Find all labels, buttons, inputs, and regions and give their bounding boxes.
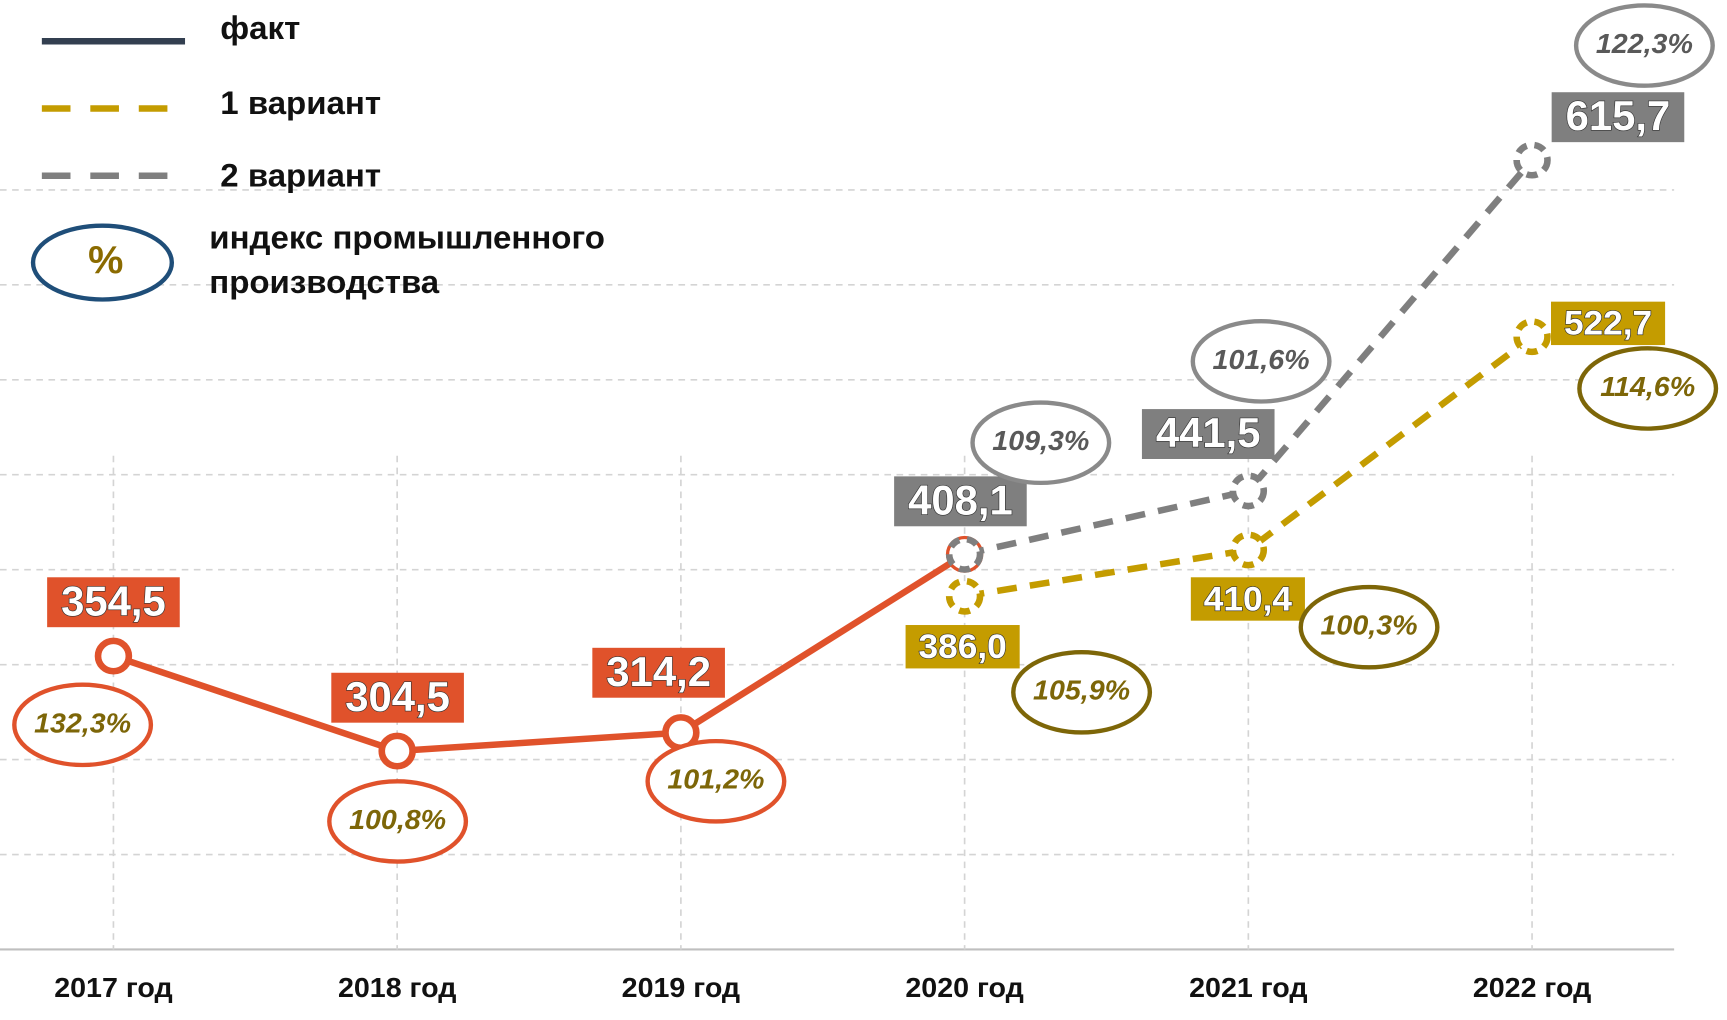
series-line <box>112 551 967 755</box>
legend-label: индекс промышленного <box>209 219 605 256</box>
index-label: 105,9% <box>1033 675 1130 707</box>
point-marker <box>945 577 984 615</box>
x-tick-label: 2022 год <box>1473 972 1591 1004</box>
point-marker <box>94 637 133 675</box>
x-tick-label: 2019 год <box>622 972 740 1004</box>
x-tick-label: 2021 год <box>1189 972 1307 1004</box>
x-tick-label: 2017 год <box>54 972 172 1004</box>
value-label: 441,5 <box>1156 409 1261 456</box>
index-ellipse <box>1298 584 1440 670</box>
index-ellipse <box>327 779 469 864</box>
index-ellipse <box>1011 649 1153 735</box>
point-marker <box>378 732 416 770</box>
legend-symbol: % <box>88 238 123 282</box>
index-label: 100,3% <box>1321 610 1418 642</box>
value-label: 386,0 <box>919 627 1007 666</box>
value-label-box <box>331 672 464 723</box>
point-marker <box>945 535 984 573</box>
value-label: 408,1 <box>908 477 1013 524</box>
legend-label: 2 вариант <box>220 157 381 194</box>
legend-label: производства <box>209 263 440 300</box>
x-tick-label: 2018 год <box>338 972 456 1004</box>
value-label-box <box>1551 92 1685 143</box>
index-ellipse <box>12 682 154 768</box>
index-ellipse <box>970 400 1112 486</box>
index-label: 109,3% <box>992 425 1089 457</box>
point-marker <box>1229 531 1268 569</box>
point-marker <box>1513 141 1551 179</box>
index-label: 122,3% <box>1596 28 1693 60</box>
index-label: 114,6% <box>1600 371 1695 403</box>
legend-ellipse <box>30 223 175 302</box>
value-label: 410,4 <box>1204 580 1293 619</box>
index-ellipse <box>1577 346 1719 431</box>
legend-label: факт <box>220 9 300 46</box>
value-label-box <box>905 625 1020 669</box>
value-label-box <box>894 476 1027 527</box>
x-tick-label: 2020 год <box>905 972 1023 1004</box>
index-label: 101,6% <box>1213 344 1310 376</box>
point-marker <box>1513 318 1551 356</box>
legend: факт 1 вариант 2 вариант % индекс промыш… <box>30 9 605 302</box>
index-ellipse <box>645 738 787 824</box>
legend-label: 1 вариант <box>220 84 381 121</box>
value-label-box <box>1550 301 1666 346</box>
index-label: 101,2% <box>667 764 764 796</box>
value-label: 615,7 <box>1566 93 1671 140</box>
index-label: 132,3% <box>34 707 131 739</box>
point-marker <box>1229 472 1268 510</box>
value-label: 314,2 <box>606 648 711 695</box>
value-label-box <box>1190 577 1305 621</box>
value-label: 354,5 <box>61 578 166 625</box>
index-ellipse <box>1190 319 1332 404</box>
index-ellipse <box>1573 3 1715 88</box>
value-label-box <box>592 647 725 698</box>
value-label-box <box>47 577 180 628</box>
index-label: 100,8% <box>349 804 446 836</box>
value-label: 522,7 <box>1564 304 1652 343</box>
value-label: 304,5 <box>345 673 450 720</box>
value-label-box <box>1141 409 1275 459</box>
